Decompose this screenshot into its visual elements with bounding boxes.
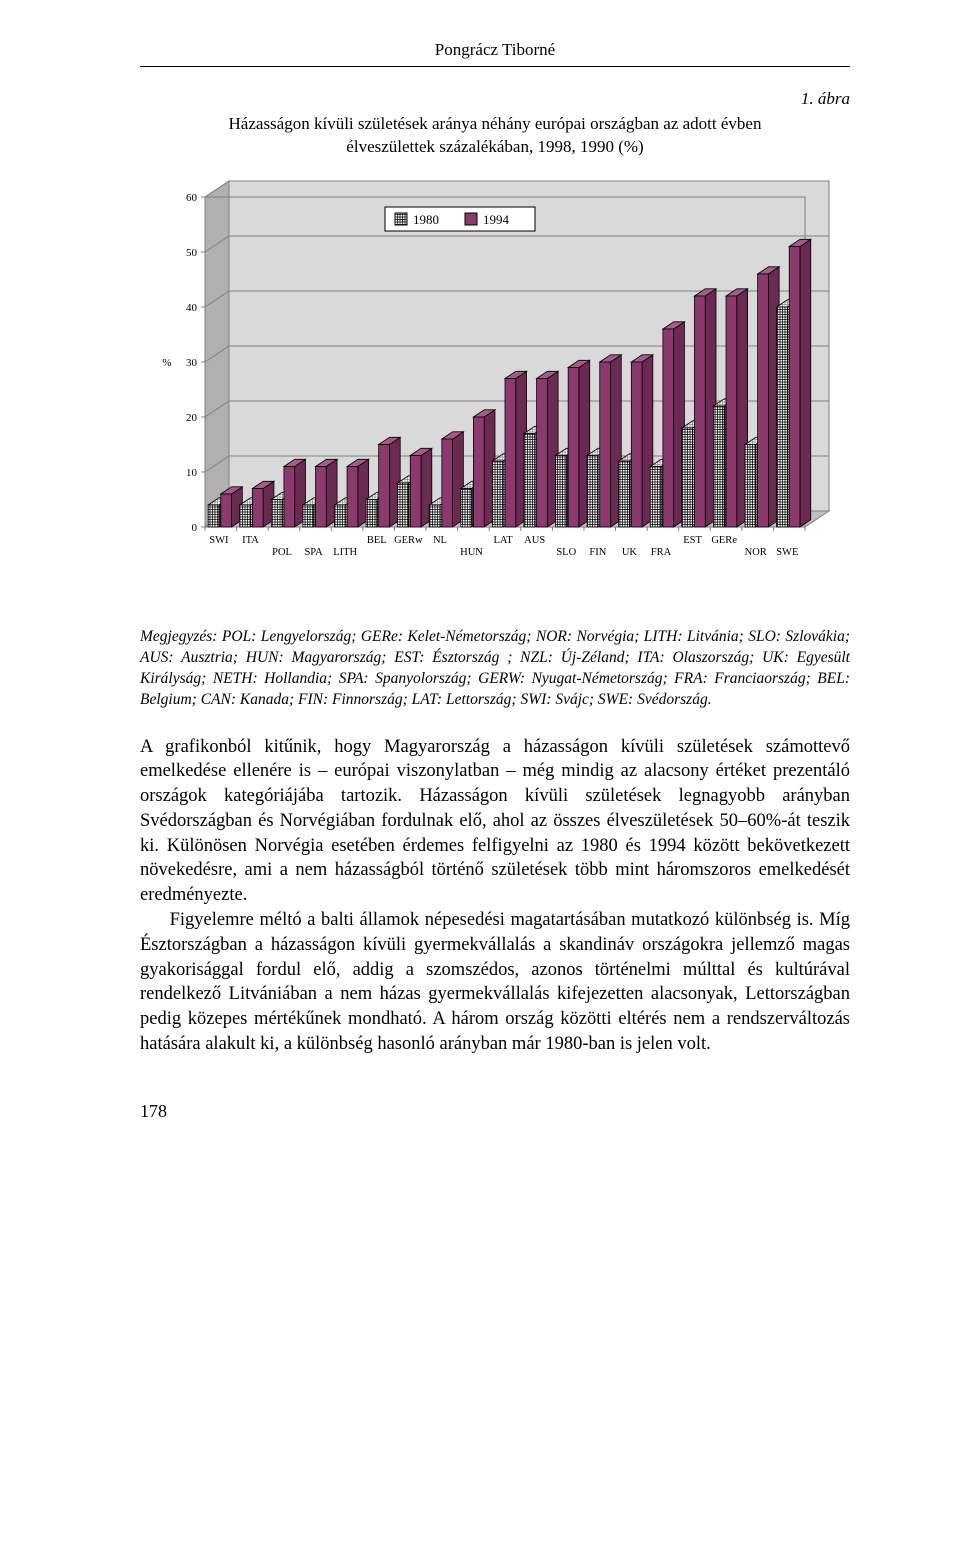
svg-text:POL: POL — [272, 547, 292, 558]
svg-text:SLO: SLO — [556, 547, 576, 558]
svg-text:GERe: GERe — [711, 535, 737, 546]
paragraph-1: A grafikonból kitűnik, hogy Magyarország… — [140, 735, 850, 908]
svg-text:AUS: AUS — [524, 535, 545, 546]
svg-text:30: 30 — [186, 357, 198, 369]
figure-number: 1. ábra — [140, 89, 850, 109]
svg-text:LITH: LITH — [333, 547, 357, 558]
bar-chart: 0 10 20 30 40 50 60% SWI ITA POL SPA LITH BEL GERw NL H… — [145, 177, 845, 597]
svg-text:50: 50 — [186, 247, 198, 259]
svg-text:EST: EST — [683, 535, 702, 546]
svg-text:1980: 1980 — [413, 212, 439, 227]
svg-text:1994: 1994 — [483, 212, 510, 227]
svg-text:0: 0 — [192, 522, 198, 534]
svg-text:ITA: ITA — [242, 535, 259, 546]
svg-text:%: % — [162, 357, 171, 369]
figure-title: Házasságon kívüli születések aránya néhá… — [140, 113, 850, 159]
svg-text:60: 60 — [186, 192, 198, 204]
header-rule — [140, 66, 850, 67]
page-number: 178 — [140, 1101, 850, 1122]
svg-text:BEL: BEL — [367, 535, 387, 546]
figure-note: Megjegyzés: POL: Lengyelország; GERe: Ke… — [140, 627, 850, 711]
figure-title-line1: Házasságon kívüli születések aránya néhá… — [229, 114, 762, 133]
paragraph-2: Figyelemre méltó a balti államok népesed… — [140, 908, 850, 1057]
svg-text:NL: NL — [433, 535, 447, 546]
body-text: A grafikonból kitűnik, hogy Magyarország… — [140, 735, 850, 1057]
svg-text:HUN: HUN — [460, 547, 483, 558]
svg-text:FRA: FRA — [651, 547, 672, 558]
svg-text:10: 10 — [186, 467, 198, 479]
svg-text:GERw: GERw — [394, 535, 423, 546]
chart-legend: 1980 1994 — [385, 207, 535, 231]
figure-title-line2: élveszülettek százalékában, 1998, 1990 (… — [346, 137, 643, 156]
svg-text:SPA: SPA — [304, 547, 323, 558]
svg-text:SWE: SWE — [776, 547, 798, 558]
svg-text:SWI: SWI — [209, 535, 229, 546]
svg-text:UK: UK — [622, 547, 638, 558]
svg-text:NOR: NOR — [745, 547, 767, 558]
svg-text:40: 40 — [186, 302, 198, 314]
svg-text:FIN: FIN — [589, 547, 606, 558]
svg-text:LAT: LAT — [493, 535, 513, 546]
svg-text:20: 20 — [186, 412, 198, 424]
running-head: Pongrácz Tiborné — [140, 40, 850, 60]
